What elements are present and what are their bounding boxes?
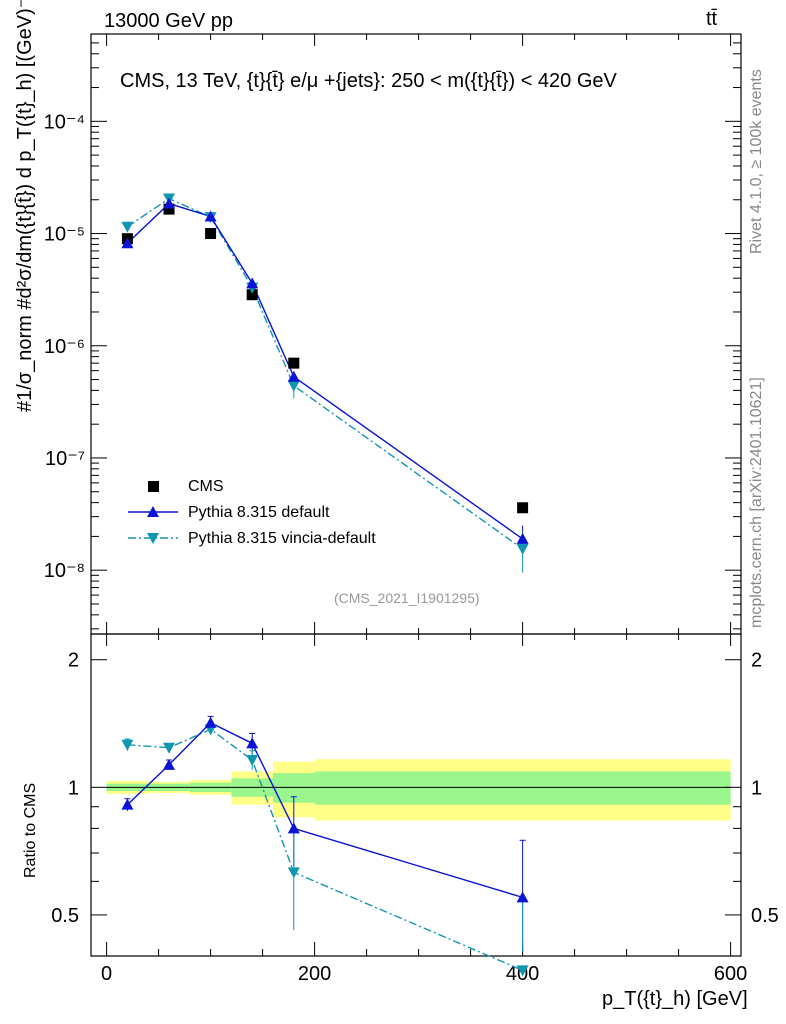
default-marker: [287, 370, 300, 382]
default-line: [126, 202, 524, 540]
vincia-marker: [121, 221, 134, 233]
x-tick-label: 0: [101, 963, 112, 985]
ratio-tick-label-right: 1: [751, 777, 762, 799]
cms-marker: [288, 357, 300, 369]
legend-label-pythia-vincia: Pythia 8.315 vincia-default: [188, 530, 376, 547]
vincia-ratio-marker: [163, 742, 175, 754]
y-tick-label: 10⁻⁶: [44, 336, 85, 358]
default-marker: [516, 532, 529, 544]
ratio-tick-label: 2: [68, 650, 79, 672]
x-axis-label: p_T({t}_h) [GeV]: [602, 988, 748, 1010]
beam-label: 13000 GeV pp: [104, 10, 233, 32]
ratio-plot-frame: [90, 633, 742, 957]
vincia-ratio-marker: [246, 755, 259, 767]
legend-label-cms: CMS: [188, 478, 224, 495]
ratio-tick-label-right: 2: [751, 650, 762, 672]
default-marker: [121, 237, 134, 249]
default-ratio-marker: [121, 798, 134, 810]
cms-marker: [163, 203, 175, 215]
default-marker: [246, 277, 259, 289]
default-marker: [204, 210, 217, 222]
ratio-tick-label: 1: [68, 777, 79, 799]
ratio-tick-label-right: 0.5: [751, 905, 779, 927]
default-ratio-marker: [204, 716, 217, 728]
cms-marker: [205, 228, 217, 240]
default-ratio-marker: [516, 891, 529, 903]
cms-marker: [246, 289, 258, 301]
y-tick-label: 10⁻⁵: [44, 224, 85, 246]
vincia-line: [127, 197, 524, 550]
default-ratio-marker: [287, 822, 300, 834]
default-ratio-marker: [246, 737, 259, 749]
default-marker: [163, 197, 175, 209]
rivet-version: Rivet 4.1.0, ≥ 100k events: [748, 69, 765, 254]
y-tick-label: 10⁻⁸: [44, 560, 85, 582]
process-label: tt̄: [706, 8, 718, 30]
legend-label-pythia-default: Pythia 8.315 default: [188, 504, 330, 521]
vincia-marker: [516, 543, 529, 555]
vincia-ratio-marker: [121, 739, 134, 751]
y-tick-label: 10⁻⁴: [44, 111, 85, 133]
default-ratio-line: [126, 721, 523, 899]
vincia-ratio-line: [127, 728, 523, 971]
chart-title: CMS, 13 TeV, {t}{t̄} e/μ +{jets}: 250 < …: [120, 70, 617, 92]
vincia-ratio-marker: [287, 867, 300, 879]
default-ratio-marker: [163, 758, 175, 770]
x-tick-label: 600: [714, 963, 747, 985]
y-axis-label: #1/σ_norm #d²σ/dm({t}{t̄}) d p_T({t}_h) …: [14, 0, 36, 412]
vincia-ratio-marker: [516, 965, 529, 977]
y-tick-label: 10⁻⁷: [45, 448, 85, 470]
ratio-band-inner: [314, 771, 731, 805]
x-tick-label: 200: [298, 963, 331, 985]
legend-marker-vincia: [147, 533, 159, 544]
vincia-marker: [287, 380, 300, 392]
legend-marker-default: [147, 506, 159, 517]
mcplots-credit: mcplots.cern.ch [arXiv:2401.10621]: [748, 377, 765, 628]
ratio-axis-label: Ratio to CMS: [22, 782, 39, 878]
analysis-label: (CMS_2021_I1901295): [334, 590, 480, 606]
cms-marker: [517, 502, 529, 514]
ratio-tick-label: 0.5: [51, 905, 79, 927]
legend-marker-cms: [148, 481, 159, 492]
